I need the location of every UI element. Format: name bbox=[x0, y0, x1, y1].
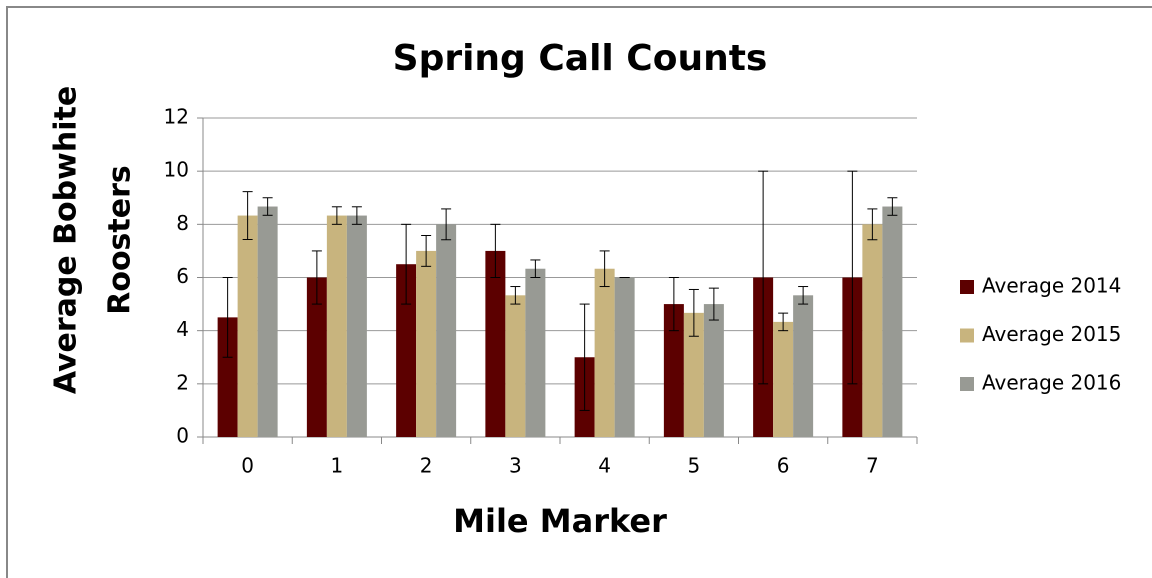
bar bbox=[416, 250, 437, 437]
y-axis-label-line: Roosters bbox=[103, 165, 138, 315]
error-bar bbox=[798, 286, 809, 305]
y-tick-label: 2 bbox=[176, 370, 189, 394]
bar bbox=[346, 215, 367, 437]
legend-swatch bbox=[960, 377, 974, 391]
y-axis-label: Average Bobwhite Roosters bbox=[49, 86, 138, 394]
bar bbox=[703, 304, 724, 437]
error-bar bbox=[778, 312, 789, 332]
bar bbox=[237, 215, 258, 437]
bar bbox=[773, 321, 794, 437]
bar bbox=[306, 277, 327, 437]
chart-title: Spring Call Counts bbox=[393, 38, 768, 79]
error-bar bbox=[867, 208, 878, 241]
bar bbox=[594, 268, 615, 437]
bar bbox=[862, 224, 883, 437]
bar bbox=[525, 268, 546, 437]
error-bar bbox=[222, 277, 233, 358]
y-tick-label: 8 bbox=[176, 211, 189, 235]
error-bar bbox=[401, 223, 412, 305]
x-tick-label: 4 bbox=[598, 454, 611, 478]
legend-label: Average 2014 bbox=[982, 274, 1121, 298]
error-bar bbox=[530, 259, 541, 278]
y-tick-label: 4 bbox=[176, 317, 189, 341]
x-axis-label: Mile Marker bbox=[453, 502, 667, 540]
bar bbox=[663, 304, 684, 437]
error-bar bbox=[758, 170, 769, 385]
bar bbox=[882, 206, 903, 437]
x-tick-label: 6 bbox=[777, 454, 790, 478]
legend-label: Average 2015 bbox=[982, 322, 1121, 346]
error-bar bbox=[242, 191, 253, 240]
bar bbox=[257, 206, 278, 437]
chart-border bbox=[6, 6, 1152, 578]
y-tick-label: 0 bbox=[176, 424, 189, 448]
x-tick-label: 7 bbox=[866, 454, 879, 478]
x-tick-label: 3 bbox=[509, 454, 522, 478]
bar bbox=[793, 295, 814, 437]
error-bar bbox=[510, 286, 521, 305]
y-tick-label: 6 bbox=[176, 264, 189, 288]
x-tick-label: 2 bbox=[420, 454, 433, 478]
error-bar bbox=[599, 250, 610, 288]
x-tick-label: 0 bbox=[241, 454, 254, 478]
bar bbox=[326, 215, 347, 437]
bar bbox=[217, 317, 238, 437]
x-tick-label: 1 bbox=[331, 454, 344, 478]
error-bar bbox=[331, 206, 342, 225]
bar bbox=[614, 277, 635, 437]
x-tick-label: 5 bbox=[688, 454, 701, 478]
bar bbox=[485, 250, 506, 437]
error-bar bbox=[490, 223, 501, 278]
legend-swatch bbox=[960, 280, 974, 294]
bar bbox=[683, 312, 704, 437]
error-bar bbox=[847, 170, 858, 385]
error-bar bbox=[421, 234, 432, 267]
error-bar bbox=[441, 208, 452, 241]
legend-label: Average 2016 bbox=[982, 371, 1121, 395]
error-bar bbox=[668, 277, 679, 332]
error-bar bbox=[262, 197, 273, 216]
bar bbox=[396, 264, 417, 437]
y-tick-label: 12 bbox=[164, 105, 189, 129]
error-bar bbox=[351, 206, 362, 225]
legend-swatch bbox=[960, 328, 974, 343]
error-bar bbox=[887, 197, 898, 216]
bar bbox=[505, 295, 526, 437]
error-bar bbox=[579, 303, 590, 411]
error-bar bbox=[708, 287, 719, 321]
error-bar bbox=[688, 288, 699, 337]
y-axis-label-line: Average Bobwhite bbox=[49, 86, 84, 394]
y-tick-label: 10 bbox=[164, 158, 189, 182]
error-bar bbox=[311, 250, 322, 305]
bar bbox=[436, 224, 457, 437]
